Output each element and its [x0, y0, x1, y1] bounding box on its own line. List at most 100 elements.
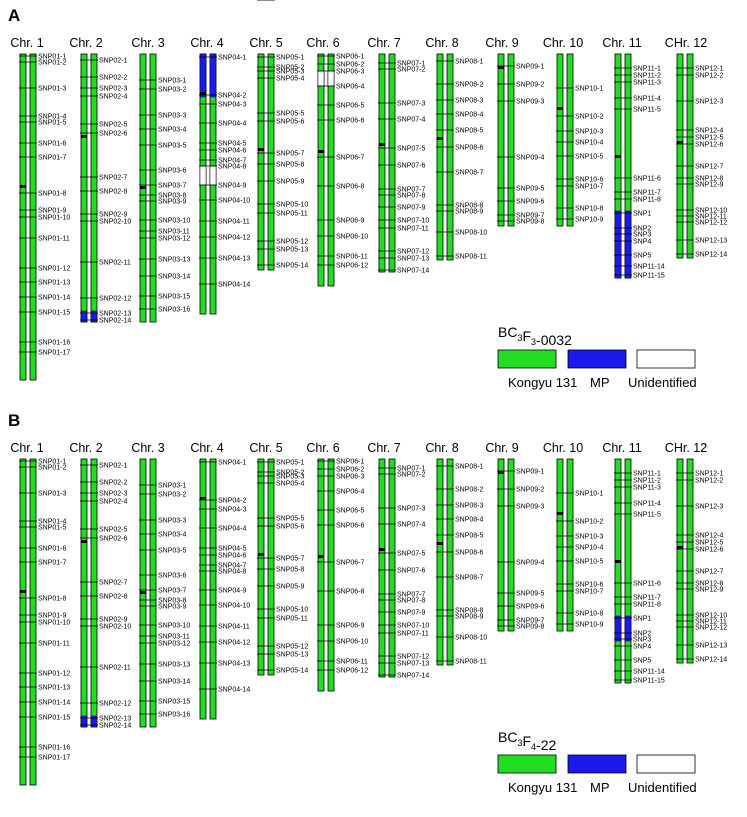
legend-title-part: 3: [531, 337, 536, 347]
chromatid-2: [388, 458, 396, 678]
marker-label: SNP03-8: [158, 598, 187, 605]
marker-label: SNP03-10: [158, 218, 190, 225]
marker-label: SNP01-17: [38, 350, 70, 357]
marker-label: SNP05-10: [276, 607, 308, 614]
marker-label: SNP03-11: [158, 229, 190, 236]
marker-label: SNP04-5: [218, 141, 247, 148]
centromere: [379, 548, 385, 551]
marker-label: SNP09-4: [516, 155, 545, 162]
marker-label: SNP10-8: [575, 206, 604, 213]
marker-label: SNP07-6: [397, 163, 426, 170]
chromatid-1: [676, 53, 684, 259]
marker-label: SNP11-5: [633, 107, 661, 114]
chromosome-10: Chr. 10 SNP10-1 SNP10-2 SNP10-3 SNP10-4 SNP10…: [543, 36, 604, 227]
marker-label: SNP04-12: [218, 235, 250, 242]
marker-label: SNP09-5: [516, 186, 545, 193]
marker-label: SNP04-9: [218, 588, 247, 595]
marker-label: SNP03-2: [158, 492, 187, 499]
chromatid-2: [446, 458, 454, 666]
marker-label: SNP01-2: [38, 465, 67, 472]
marker-label: SNP05-7: [276, 151, 305, 158]
chromatid-2: [566, 458, 574, 632]
marker-label: SNP11-6: [633, 581, 661, 588]
marker-label: SNP07-5: [397, 551, 426, 558]
marker-label: SNP07-7: [397, 592, 426, 599]
marker-label: SNP11-8: [633, 197, 661, 204]
legend-label: Kongyu 131: [508, 375, 577, 390]
marker-label: SNP05-9: [276, 179, 305, 186]
legend-title-part: BC: [498, 324, 517, 340]
marker-label: SNP06-6: [336, 523, 365, 530]
marker-label: SNP07-9: [397, 610, 426, 617]
chromatid-1: [497, 53, 505, 227]
marker-label: SNP03-4: [158, 127, 187, 134]
marker-label: SNP01-3: [38, 86, 67, 93]
marker-label: SNP08-3: [455, 503, 484, 510]
marker-label: SNP05-15: [276, 0, 308, 2]
legend-title-part: -22: [536, 737, 556, 753]
marker-label: SNP07-3: [397, 101, 426, 108]
marker-label: SNP07-5: [397, 146, 426, 153]
marker-label: SNP01-9: [38, 613, 67, 620]
marker-label: SNP09-7: [516, 618, 545, 625]
marker-label: SNP02-4: [99, 94, 128, 101]
legend-swatch: [636, 754, 696, 774]
marker-label: SNP10-7: [575, 184, 604, 191]
marker-label: SNP04-12: [218, 640, 250, 647]
mp-segment: [90, 310, 98, 323]
centromere: [81, 540, 87, 543]
marker-label: SNP05-15: [276, 0, 308, 2]
chromatid-1: [80, 53, 88, 323]
marker-label: SNP05-6: [276, 524, 305, 531]
centromere: [437, 542, 443, 545]
marker-label: SNP07-14: [397, 268, 429, 275]
marker-label: SNP12-2: [695, 478, 724, 485]
marker-label: SNP10-6: [575, 582, 604, 589]
chromosome-label: Chr. 1: [10, 36, 43, 50]
marker-label: SNP08-8: [455, 203, 484, 210]
marker-label: SNP06-6: [336, 118, 365, 125]
marker-label: SNP11-3: [633, 485, 661, 492]
marker-label: SNP01-1: [38, 54, 67, 61]
marker-label: SNP12-11: [695, 214, 727, 221]
marker-label: SNP06-7: [336, 560, 365, 567]
marker-label: SNP12-4: [695, 533, 724, 540]
mp-segment: [199, 53, 207, 98]
legend-swatch: [567, 754, 627, 774]
marker-label: SNP04-10: [218, 603, 250, 610]
marker-label: SNP03-10: [158, 623, 190, 630]
marker-label: SNP12-3: [695, 504, 724, 511]
marker-label: SNP06-2: [336, 62, 365, 69]
marker-label: SNP12-6: [695, 547, 724, 554]
chromosome-label: Chr. 3: [131, 36, 164, 50]
chromatid-1: [199, 458, 207, 720]
chromosome-8: Chr. 8 SNP08-1 SNP08-2 SNP08-3 SNP08-4 SNP08-…: [425, 441, 487, 666]
chromosome-1: Chr. 1SNP01-1SNP01-2SNP01-3SNP01-4SNP01-…: [10, 441, 70, 786]
marker-label: SNP04-7: [218, 563, 247, 570]
marker-label: SNP03-14: [158, 679, 190, 686]
marker-label: SNP10-5: [575, 154, 604, 161]
marker-label: SNP12-7: [695, 569, 724, 576]
chromosome-label: Chr. 7: [367, 36, 400, 50]
marker-label: SNP05-2: [276, 65, 305, 72]
marker-label: SNP02-4: [99, 499, 128, 506]
marker-label: SNP02-12: [99, 701, 131, 708]
marker-label: SNP12-4: [695, 128, 724, 135]
chromosome-3: Chr. 3 SNP03-1 SNP03-2 SNP03-3 SNP03-4 SNP03-…: [131, 36, 190, 323]
marker-label: SNP06-9: [336, 218, 365, 225]
marker-label: SNP04-8: [218, 164, 247, 171]
marker-label: SNP05-1: [276, 460, 305, 467]
marker-label: SNP12-8: [695, 176, 724, 183]
marker-label: SNP06-1: [336, 459, 365, 466]
marker-label: SNP04-13: [218, 256, 250, 263]
marker-label: SNP05-8: [276, 162, 305, 169]
marker-label: SNP08-8: [455, 608, 484, 615]
centromere: [318, 555, 324, 558]
marker-label: SNP05-5: [276, 111, 305, 118]
marker-label: SNP3: [633, 232, 651, 239]
marker-label: SNP05-12: [276, 644, 308, 651]
marker-label: SNP03-2: [158, 87, 187, 94]
